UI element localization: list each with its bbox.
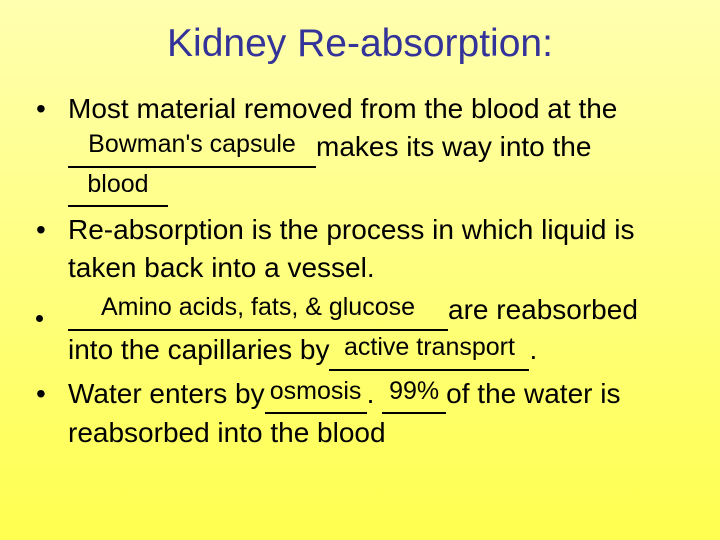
blank-fill: blood	[87, 170, 148, 198]
blank-fill: Amino acids, fats, & glucose	[101, 293, 415, 321]
blank-fill: active transport	[344, 333, 515, 361]
list-item: Amino acids, fats, & glucoseare reabsorb…	[32, 291, 688, 371]
blank-osmosis: osmosis	[265, 375, 367, 415]
blank-percent: 99%	[382, 375, 446, 415]
blank-active-transport: active transport	[329, 331, 529, 371]
list-item: • Most material removed from the blood a…	[32, 90, 688, 207]
bullet-marker	[32, 291, 68, 329]
blank-fill: osmosis	[270, 377, 362, 405]
text-segment: makes its way into the	[316, 131, 591, 162]
blank-fill: Bowman's capsule	[88, 130, 296, 158]
bullet-text: Re-absorption is the process in which li…	[68, 211, 688, 287]
list-item: • Re-absorption is the process in which …	[32, 211, 688, 287]
text-segment: Water enters by	[68, 378, 265, 409]
text-segment: .	[367, 378, 383, 409]
text-segment: Most material removed from the blood at …	[68, 93, 617, 124]
blank-fill: 99%	[389, 377, 439, 405]
blank-amino-acids: Amino acids, fats, & glucose	[68, 291, 448, 331]
text-segment: Re-absorption is the process in which li…	[68, 214, 635, 283]
bullet-marker: •	[32, 90, 68, 128]
bullet-marker: •	[32, 211, 68, 249]
bullet-text: Water enters byosmosis. 99%of the water …	[68, 375, 688, 453]
bullet-text: Most material removed from the blood at …	[68, 90, 688, 207]
list-item: • Water enters byosmosis. 99%of the wate…	[32, 375, 688, 453]
blank-blood: blood	[68, 168, 168, 208]
bullet-list: • Most material removed from the blood a…	[32, 90, 688, 452]
text-segment: .	[529, 334, 537, 365]
bullet-text: Amino acids, fats, & glucoseare reabsorb…	[68, 291, 688, 371]
slide-title: Kidney Re-absorption:	[32, 22, 688, 66]
bullet-marker: •	[32, 375, 68, 413]
blank-bowmans-capsule: Bowman's capsule	[68, 128, 316, 168]
